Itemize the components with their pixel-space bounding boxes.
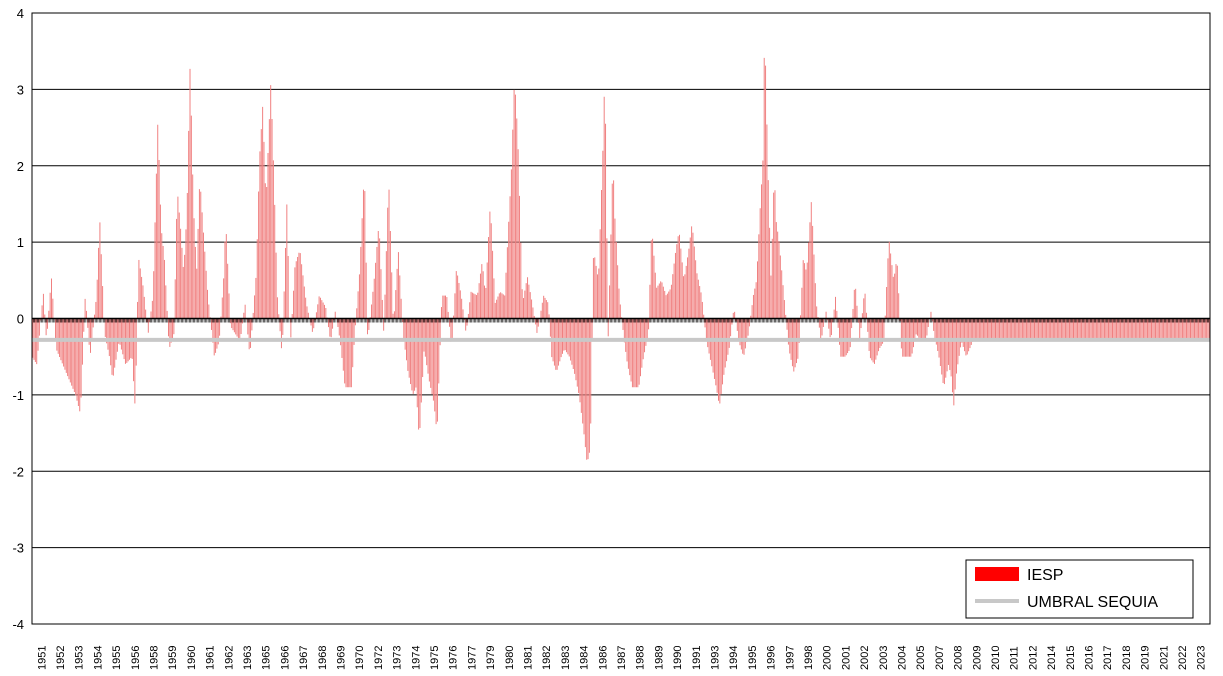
x-tick-label: 2000	[822, 646, 834, 670]
x-tick-label: 1984	[579, 646, 591, 670]
x-tick-label: 2008	[953, 646, 965, 670]
x-tick-label: 1976	[448, 646, 460, 670]
x-tick-label: 2015	[1065, 646, 1077, 670]
x-tick-label: 1968	[317, 646, 329, 670]
x-tick-label: 1952	[55, 646, 67, 670]
x-tick-label: 1973	[392, 646, 404, 670]
x-tick-label: 2023	[1196, 646, 1208, 670]
x-tick-label: 1995	[747, 646, 759, 670]
x-tick-label: 2022	[1177, 646, 1189, 670]
y-tick-label: -3	[12, 541, 24, 556]
gridlines	[32, 12, 1210, 625]
x-tick-label: 1993	[709, 646, 721, 670]
x-tick-label: 2012	[1027, 646, 1039, 670]
x-tick-label: 1998	[803, 646, 815, 670]
x-tick-label: 1997	[784, 646, 796, 670]
x-tick-label: 1961	[205, 646, 217, 670]
x-tick-label: 1951	[36, 646, 48, 670]
y-tick-label: 0	[17, 312, 24, 327]
x-tick-label: 1955	[111, 646, 123, 670]
x-tick-label: 1972	[373, 646, 385, 670]
x-tick-label: 1953	[74, 646, 86, 670]
x-tick-label: 2019	[1140, 646, 1152, 670]
x-tick-label: 1981	[523, 646, 535, 670]
x-tick-label: 1996	[766, 646, 778, 670]
x-tick-label: 1990	[672, 646, 684, 670]
y-tick-label: -2	[12, 464, 24, 479]
x-tick-label: 1994	[728, 646, 740, 670]
x-tick-label: 1967	[298, 646, 310, 670]
x-tick-label: 1980	[504, 646, 516, 670]
x-tick-label: 2009	[971, 646, 983, 670]
x-tick-label: 1977	[466, 646, 478, 670]
x-tick-label: 1963	[242, 646, 254, 670]
x-tick-label: 1986	[597, 646, 609, 670]
x-tick-label: 1954	[92, 646, 104, 670]
x-tick-label: 2002	[859, 646, 871, 670]
x-tick-label: 2005	[915, 646, 927, 670]
x-tick-label: 1965	[261, 646, 273, 670]
legend-swatch-iesp	[975, 567, 1019, 581]
x-tick-label: 2011	[1009, 646, 1021, 670]
x-tick-label: 1991	[691, 646, 703, 670]
x-tick-label: 1960	[186, 646, 198, 670]
x-tick-label: 1956	[130, 646, 142, 670]
x-tick-label: 2016	[1083, 646, 1095, 670]
legend-label-umbral-sequia: UMBRAL SEQUIA	[1027, 594, 1158, 611]
x-tick-label: 1969	[336, 646, 348, 670]
x-tick-label: 1975	[429, 646, 441, 670]
x-tick-label: 1988	[635, 646, 647, 670]
x-tick-label: 2014	[1046, 646, 1058, 670]
y-tick-label: -1	[12, 388, 24, 403]
x-tick-label: 1983	[560, 646, 572, 670]
iesp-bars	[32, 57, 1210, 460]
x-tick-label: 2003	[878, 646, 890, 670]
x-tick-label: 2001	[840, 646, 852, 670]
y-tick-labels: 4 3 2 1 0 -1 -2 -3 -4	[12, 6, 24, 632]
legend-swatch-umbral-sequia	[975, 599, 1019, 603]
x-tick-label: 1979	[485, 646, 497, 670]
zero-axis-layer	[31, 317, 1211, 323]
y-tick-label: -4	[12, 617, 24, 632]
x-tick-label: 1982	[541, 646, 553, 670]
y-tick-label: 3	[17, 82, 24, 97]
x-tick-label: 2007	[934, 646, 946, 670]
x-tick-label: 1989	[653, 646, 665, 670]
x-tick-label: 2021	[1158, 646, 1170, 670]
x-tick-label: 1987	[616, 646, 628, 670]
y-tick-label: 4	[17, 6, 24, 21]
y-tick-label: 1	[17, 235, 24, 250]
x-tick-label: 1974	[410, 646, 422, 670]
x-tick-label: 1962	[223, 646, 235, 670]
plot-frame	[31, 12, 1211, 625]
x-tick-label: 1970	[354, 646, 366, 670]
x-tick-label: 1958	[149, 646, 161, 670]
y-tick-label: 2	[17, 159, 24, 174]
x-tick-label: 2017	[1102, 646, 1114, 670]
legend-label-iesp: IESP	[1027, 567, 1063, 584]
x-tick-label: 2010	[990, 646, 1002, 670]
x-tick-label: 1959	[167, 646, 179, 670]
legend: IESP UMBRAL SEQUIA	[965, 559, 1194, 619]
x-tick-label: 2018	[1121, 646, 1133, 670]
x-tick-label: 2004	[896, 646, 908, 670]
x-tick-labels: 1951 1952 1953 1954 1955 1956 1958 1959 1960 1961…	[36, 646, 1207, 670]
x-tick-label: 1966	[279, 646, 291, 670]
